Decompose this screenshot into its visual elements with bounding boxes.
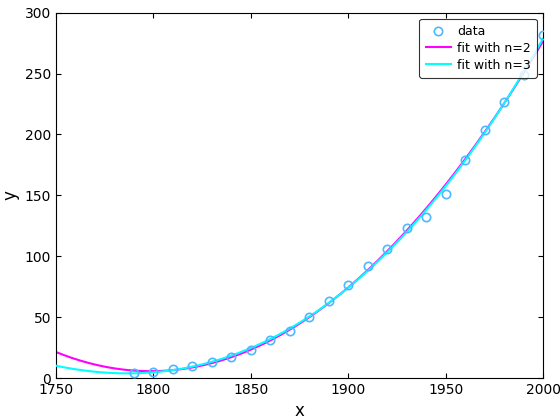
X-axis label: x: x [295, 402, 305, 420]
Legend: data, fit with n=2, fit with n=3: data, fit with n=2, fit with n=3 [419, 19, 537, 78]
Y-axis label: y: y [1, 190, 19, 200]
